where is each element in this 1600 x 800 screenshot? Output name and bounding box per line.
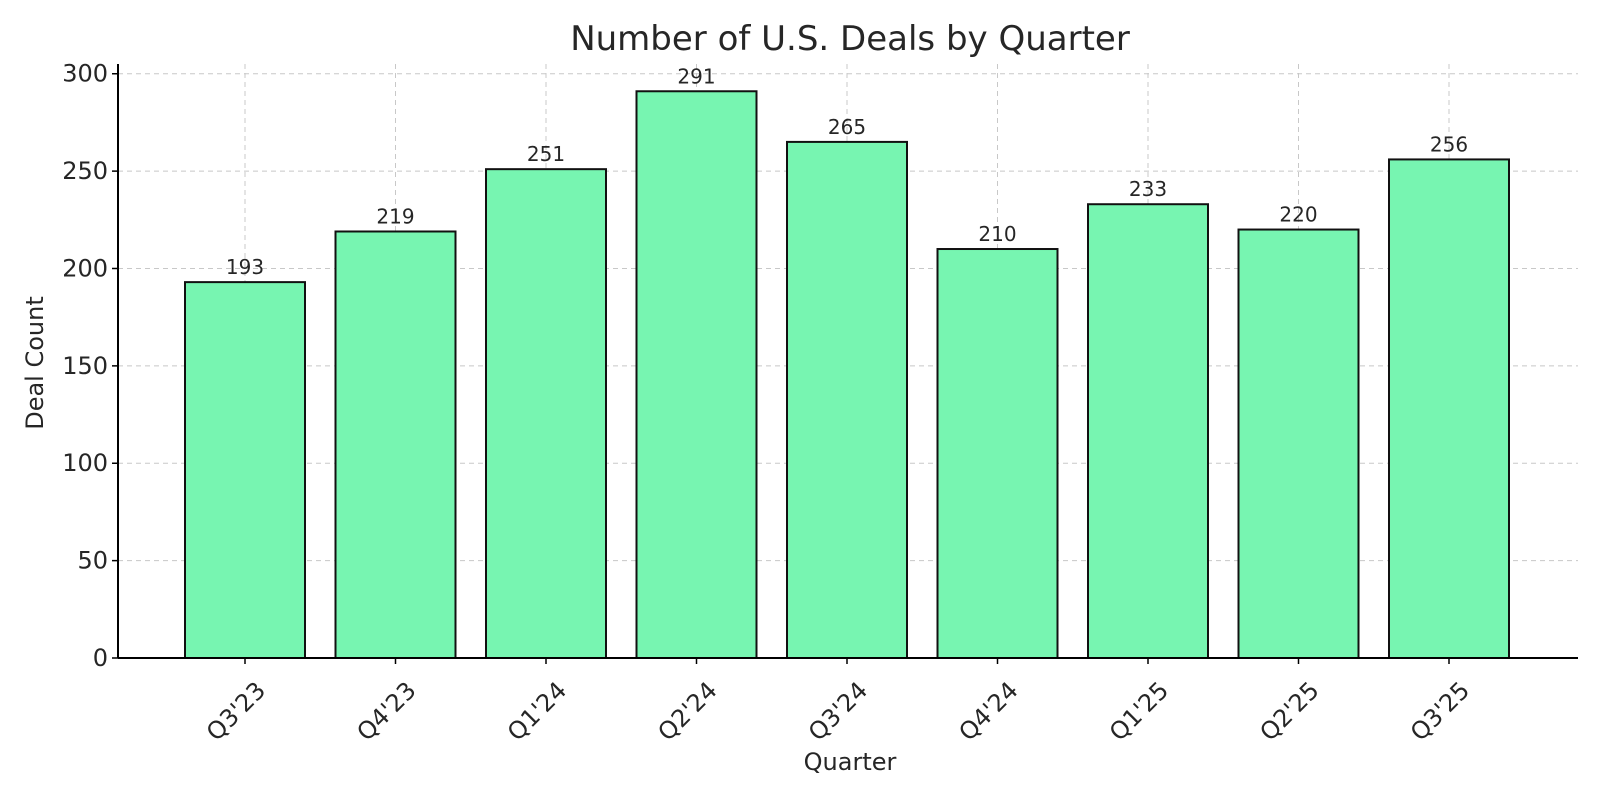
y-tick-label: 200: [62, 254, 108, 282]
chart-title: Number of U.S. Deals by Quarter: [570, 19, 1130, 59]
bar: [786, 140, 908, 660]
bar: [334, 230, 457, 659]
data-label: 219: [376, 204, 414, 228]
data-label: 210: [978, 222, 1016, 246]
bar: [485, 168, 607, 659]
data-label: 251: [527, 142, 565, 166]
data-label: 291: [677, 64, 715, 88]
data-label: 233: [1129, 177, 1167, 201]
y-axis-label: Deal Count: [21, 296, 49, 430]
bar: [936, 248, 1059, 659]
x-tick-label: Q3'24: [803, 676, 873, 746]
bar: [184, 281, 306, 659]
x-tick-label: Q3'23: [201, 676, 271, 746]
y-tick-label: 50: [77, 547, 108, 575]
data-label: 193: [226, 255, 264, 279]
x-axis-label: Quarter: [804, 748, 897, 776]
axes: [117, 64, 1578, 659]
x-tick-label: Q1'25: [1104, 676, 1174, 746]
x-tick-label: Q2'24: [652, 676, 722, 746]
y-tick-label: 250: [62, 157, 108, 185]
bar: [1388, 158, 1510, 659]
y-tick-label: 100: [62, 449, 108, 477]
bar: [1237, 228, 1360, 659]
y-tick-label: 0: [93, 644, 108, 672]
y-tick-label: 300: [62, 60, 108, 88]
data-label: 256: [1430, 132, 1468, 156]
data-label: 220: [1279, 203, 1317, 227]
data-label: 265: [828, 115, 866, 139]
x-tick-label: Q1'24: [502, 676, 572, 746]
x-tick-label: Q4'24: [953, 676, 1023, 746]
y-axis-ticks: 0 50 100 150 200 250 300: [62, 60, 118, 672]
x-tick-label: Q3'25: [1405, 676, 1475, 746]
bars: [184, 90, 1510, 660]
data-labels: 193 219 251 291 265 210 233 220 256: [226, 64, 1468, 279]
bar: [1087, 203, 1209, 659]
y-tick-label: 150: [62, 352, 108, 380]
x-axis-ticks: Q3'23 Q4'23 Q1'24 Q2'24 Q3'24 Q4'24 Q1'25 Q2'25…: [201, 658, 1475, 747]
bar: [635, 90, 758, 660]
x-tick-label: Q4'23: [351, 676, 421, 746]
x-tick-label: Q2'25: [1254, 676, 1324, 746]
